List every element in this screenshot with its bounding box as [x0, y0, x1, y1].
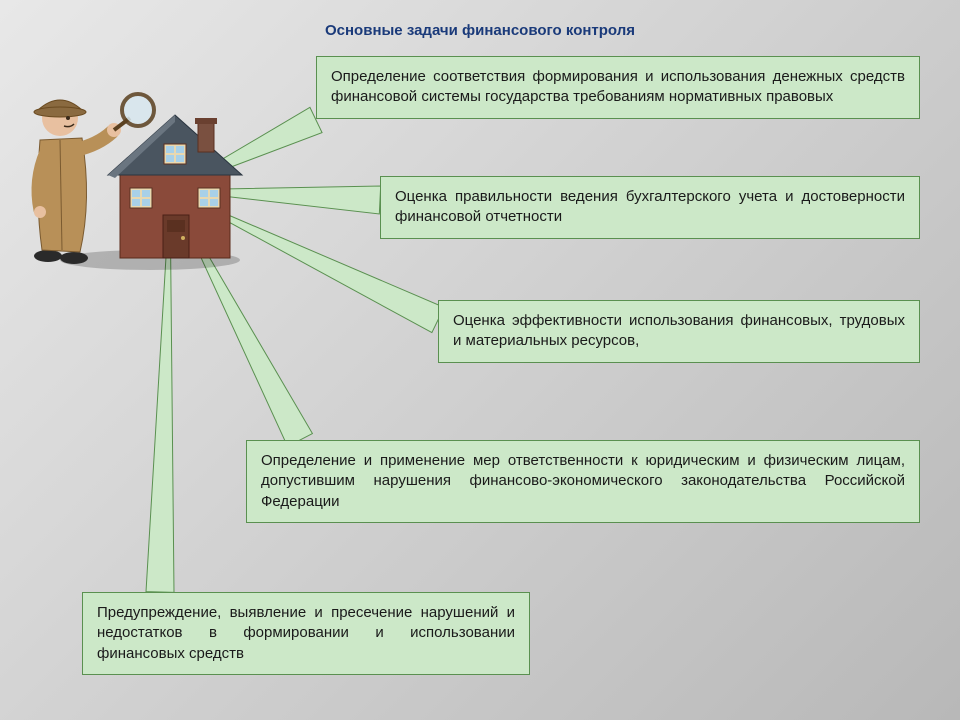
page-title: Основные задачи финансового контроля — [0, 22, 960, 39]
task-box-compliance: Определение соответствия формирования и … — [316, 56, 920, 119]
task-box-responsibility: Определение и применение мер ответственн… — [246, 440, 920, 523]
detective-house-illustration — [20, 60, 250, 270]
task-box-prevention: Предупреждение, выявление и пресечение н… — [82, 592, 530, 675]
task-box-accounting: Оценка правильности ведения бухгалтерско… — [380, 176, 920, 239]
task-box-efficiency: Оценка эффективности использования финан… — [438, 300, 920, 363]
